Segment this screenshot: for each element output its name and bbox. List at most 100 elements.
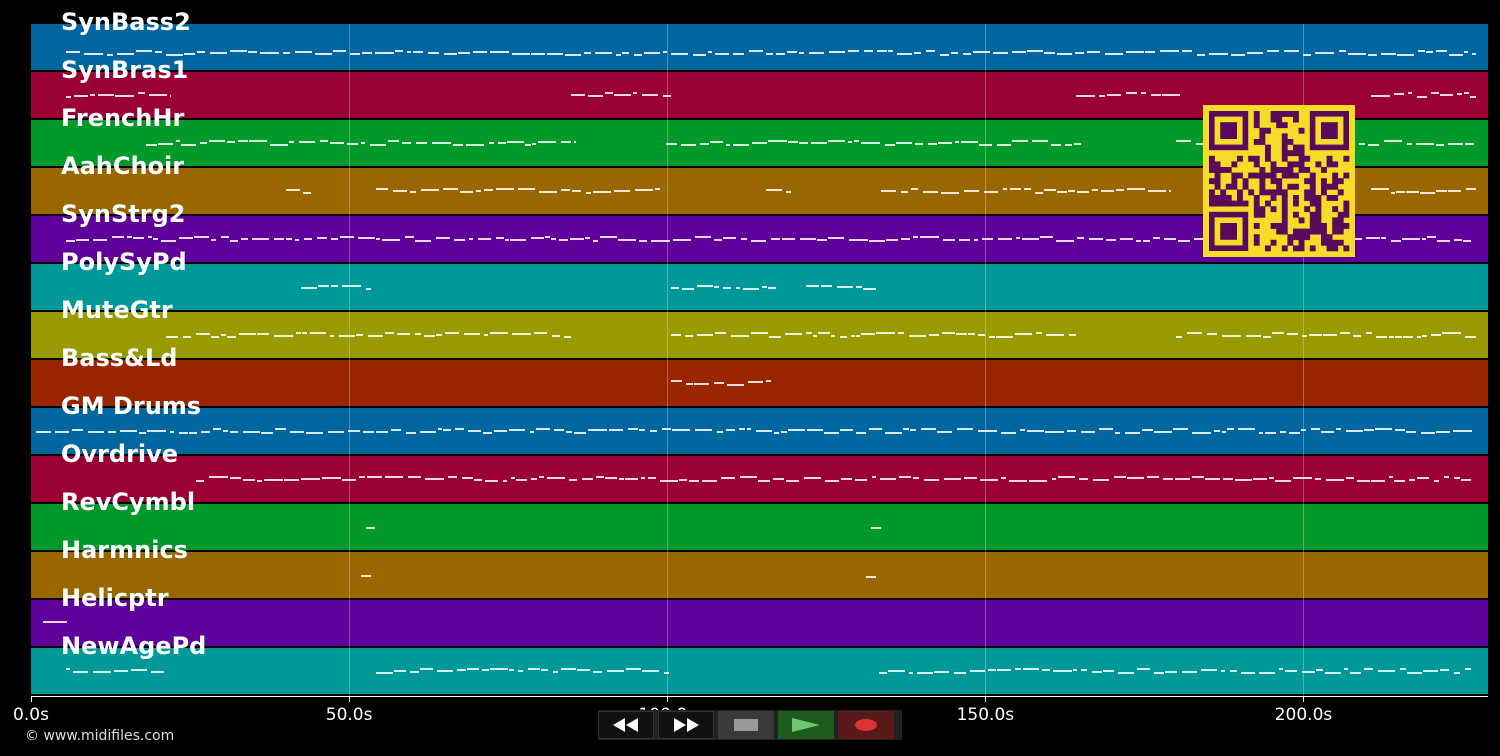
note-mark <box>531 53 545 55</box>
note-mark <box>605 477 617 479</box>
track-lane <box>31 600 1488 646</box>
note-mark <box>84 53 103 55</box>
note-mark <box>1436 50 1447 52</box>
track-label: Ovrdrive <box>61 440 179 468</box>
track-lane <box>31 648 1488 694</box>
track-label: PolySyPd <box>61 248 187 276</box>
note-mark <box>807 429 823 431</box>
note-mark <box>1280 431 1286 433</box>
note-mark <box>941 192 959 194</box>
note-mark <box>1040 236 1053 238</box>
note-mark <box>686 383 693 385</box>
note-mark <box>1182 671 1197 673</box>
note-mark <box>923 191 938 193</box>
note-mark <box>1142 429 1153 431</box>
note-mark <box>1241 672 1255 674</box>
note-mark <box>1366 237 1380 239</box>
track-lanes <box>31 24 1488 696</box>
stop-button[interactable] <box>718 711 774 739</box>
note-mark <box>628 428 638 430</box>
note-mark <box>1178 240 1190 242</box>
note-mark <box>695 236 711 238</box>
note-mark <box>1259 432 1263 434</box>
transport-controls <box>598 710 902 740</box>
note-mark <box>494 430 507 432</box>
note-mark <box>1089 238 1103 240</box>
track-notes <box>31 312 1488 358</box>
note-mark <box>458 52 470 54</box>
note-mark <box>1069 334 1076 336</box>
track-label: SynStrg2 <box>61 200 186 228</box>
note-mark <box>448 476 457 478</box>
note-mark <box>800 238 816 240</box>
note-mark <box>148 236 152 238</box>
note-mark <box>929 334 939 336</box>
note-mark <box>564 336 571 338</box>
note-mark <box>1081 431 1095 433</box>
note-mark <box>997 144 1011 146</box>
note-mark <box>1012 51 1026 53</box>
note-mark <box>1465 143 1474 145</box>
play-button[interactable] <box>778 711 834 739</box>
note-mark <box>954 672 966 674</box>
note-mark <box>1145 51 1155 53</box>
fast-forward-button[interactable] <box>658 711 714 739</box>
note-mark <box>1359 143 1365 145</box>
note-mark <box>93 239 107 241</box>
note-mark <box>413 51 423 53</box>
record-button[interactable] <box>838 711 894 739</box>
note-mark <box>1015 668 1021 670</box>
note-mark <box>913 477 919 479</box>
note-mark <box>436 237 450 239</box>
note-mark <box>131 669 147 671</box>
note-mark <box>715 332 726 334</box>
note-mark <box>920 236 939 238</box>
note-mark <box>1421 432 1435 434</box>
note-mark <box>799 52 804 54</box>
note-mark <box>1368 144 1379 146</box>
note-mark <box>749 50 763 52</box>
note-mark <box>498 142 506 144</box>
track-notes <box>31 264 1488 310</box>
note-mark <box>1045 431 1064 433</box>
note-mark <box>283 52 290 54</box>
rewind-button[interactable] <box>598 711 654 739</box>
note-mark <box>484 334 488 336</box>
note-mark <box>928 143 937 145</box>
note-mark <box>1125 432 1140 434</box>
note-mark <box>561 189 570 191</box>
note-mark <box>530 431 534 433</box>
note-mark <box>227 336 236 338</box>
note-mark <box>644 52 660 54</box>
note-mark <box>55 431 69 433</box>
note-mark <box>196 480 204 482</box>
note-mark <box>1107 94 1121 96</box>
note-mark <box>1437 240 1450 242</box>
note-mark <box>1035 192 1043 194</box>
note-mark <box>1024 188 1031 190</box>
note-mark <box>1472 53 1476 55</box>
note-mark <box>723 237 736 239</box>
note-mark <box>1336 428 1341 430</box>
note-mark <box>731 335 749 337</box>
track-lane <box>31 264 1488 310</box>
note-mark <box>788 141 798 143</box>
note-mark <box>238 140 248 142</box>
note-mark <box>395 50 403 52</box>
note-mark <box>230 240 238 242</box>
fast-forward-icon <box>674 718 699 732</box>
note-mark <box>410 191 416 193</box>
note-mark <box>1176 336 1182 338</box>
note-mark <box>829 51 845 53</box>
note-mark <box>901 191 908 193</box>
note-mark <box>356 334 363 336</box>
note-mark <box>831 335 835 337</box>
note-mark <box>1375 428 1392 430</box>
note-mark <box>385 476 403 478</box>
note-mark <box>74 95 88 97</box>
note-mark <box>903 428 909 430</box>
note-mark <box>901 238 910 240</box>
note-mark <box>552 335 560 337</box>
note-mark <box>641 477 645 479</box>
